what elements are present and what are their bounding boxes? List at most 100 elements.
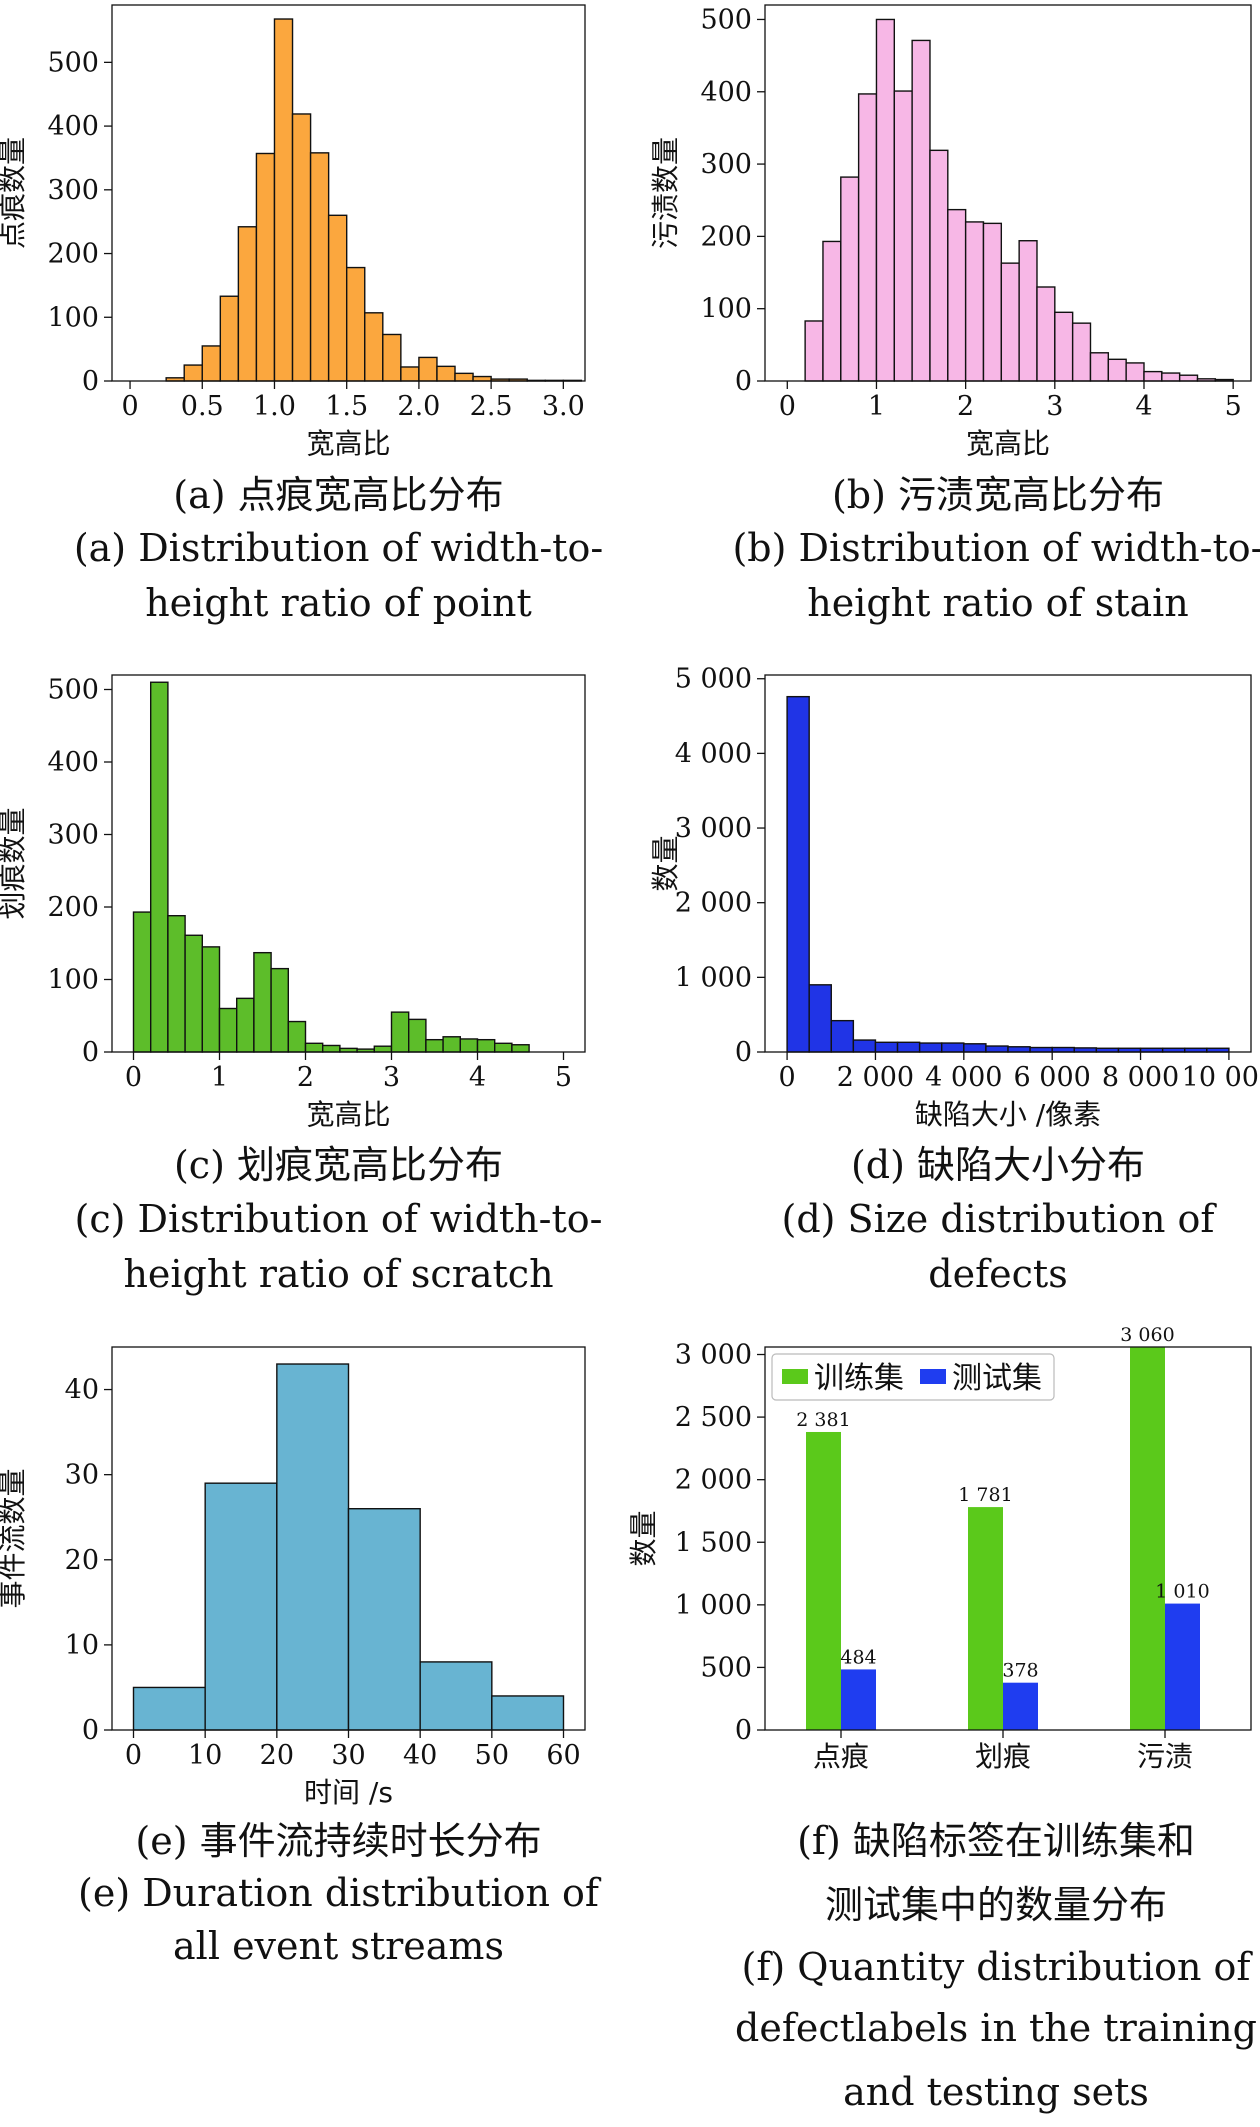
legend-label: 测试集 [952, 1361, 1042, 1396]
x-tick-label: 4 000 [925, 1062, 1002, 1093]
bars [132, 1363, 565, 1731]
bar [149, 681, 169, 1053]
y-tick-label: 1 000 [675, 1590, 752, 1621]
y-axis-label: 点痕数量 [0, 137, 29, 249]
bar [1007, 1046, 1031, 1053]
x-axis-label: 宽高比 [306, 1098, 390, 1131]
bars [132, 681, 530, 1053]
bar [201, 946, 221, 1053]
x-tick-label: 划痕 [975, 1740, 1031, 1773]
bar [911, 39, 931, 382]
y-tick-label: 0 [735, 1037, 752, 1068]
x-tick-label: 1 [868, 391, 885, 422]
bar [964, 221, 985, 382]
y-axis-label: 事件流数量 [0, 1468, 29, 1608]
y-tick-label: 0 [735, 366, 752, 397]
y-axis-label: 污渍数量 [649, 137, 682, 249]
bar [1178, 374, 1199, 382]
x-tick-label: 60 [546, 1740, 580, 1771]
bar [918, 1042, 943, 1053]
data-label: 484 [840, 1646, 876, 1668]
axes-frame [764, 4, 1252, 382]
y-tick-label: 3 000 [675, 1340, 752, 1371]
legend-swatch [782, 1369, 808, 1384]
y-tick-label: 0 [82, 366, 99, 397]
legend-label: 训练集 [814, 1361, 904, 1396]
y-tick-label: 300 [47, 820, 99, 851]
bar [373, 1045, 393, 1053]
bar [491, 1695, 565, 1731]
x-tick-label: 20 [260, 1740, 294, 1771]
x-tick-label: 1 [211, 1062, 228, 1093]
x-axis-label: 时间 /s [304, 1776, 393, 1809]
x-tick-label: 2 [957, 391, 974, 422]
y-tick-label: 4 000 [675, 738, 752, 769]
bar [985, 1045, 1009, 1053]
caption-line: (f) 缺陷标签在训练集和 [797, 1819, 1195, 1863]
x-tick-label: 10 [188, 1740, 222, 1771]
y-tick-label: 20 [65, 1545, 99, 1576]
bar [436, 365, 456, 382]
x-axis-label: 宽高比 [306, 427, 390, 460]
bar [270, 967, 290, 1053]
data-label: 1 781 [958, 1484, 1012, 1506]
x-tick-label: 0 [779, 391, 796, 422]
y-tick-label: 100 [47, 965, 99, 996]
y-tick-label: 500 [47, 47, 99, 78]
bar [132, 911, 152, 1053]
x-axis-label: 缺陷大小 /像素 [915, 1098, 1101, 1131]
y-axis-label: 数量 [649, 835, 682, 891]
caption-line: (d) Size distribution of [782, 1197, 1218, 1241]
bar [875, 18, 896, 382]
bar [347, 1508, 421, 1731]
bar [364, 312, 384, 382]
caption-line: (e) 事件流持续时长分布 [135, 1819, 541, 1863]
y-tick-label: 3 000 [675, 813, 752, 844]
bar [235, 997, 255, 1053]
y-tick-label: 5 000 [675, 664, 752, 695]
y-tick-label: 30 [65, 1460, 99, 1491]
bar-训练集 [1130, 1347, 1165, 1730]
x-tick-label: 10 000 [1182, 1062, 1260, 1093]
data-label: 3 060 [1120, 1324, 1174, 1346]
caption-line: (b) Distribution of width-to- [732, 526, 1260, 570]
bar [454, 372, 474, 382]
x-tick-label: 0 [778, 1062, 795, 1093]
bar [400, 366, 420, 382]
x-tick-label: 0.5 [181, 391, 224, 422]
bar [390, 1011, 410, 1053]
bars [165, 18, 583, 382]
y-tick-label: 500 [47, 675, 99, 706]
x-tick-label: 3 [383, 1062, 400, 1093]
bar [511, 1044, 530, 1053]
bar [947, 208, 967, 382]
y-tick-label: 400 [47, 747, 99, 778]
x-tick-label: 4 [469, 1062, 486, 1093]
bar [276, 1363, 350, 1731]
caption-line: (c) 划痕宽高比分布 [174, 1143, 503, 1187]
y-tick-label: 200 [700, 221, 752, 252]
x-tick-label: 2.5 [470, 391, 513, 422]
bar [472, 375, 492, 382]
bar [941, 1042, 965, 1053]
bar [425, 1038, 444, 1053]
y-tick-label: 1 500 [675, 1527, 752, 1558]
bar [1071, 322, 1092, 382]
caption-line: height ratio of point [145, 581, 532, 625]
caption-line: (c) Distribution of width-to- [75, 1197, 603, 1241]
bar [822, 240, 842, 382]
bar [253, 951, 272, 1053]
x-tick-label: 0 [121, 391, 138, 422]
bar [442, 1036, 462, 1053]
x-tick-label: 3 [1046, 391, 1063, 422]
y-tick-label: 400 [47, 111, 99, 142]
x-tick-label: 5 [555, 1062, 572, 1093]
bar [1125, 362, 1145, 382]
axes-frame [764, 674, 1252, 1053]
y-tick-label: 100 [47, 302, 99, 333]
bar [1143, 370, 1163, 382]
